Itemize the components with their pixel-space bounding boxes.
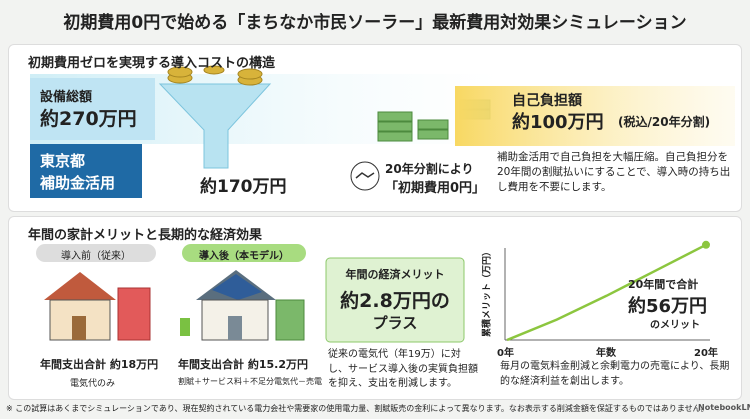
x-label: 0年 <box>497 348 514 359</box>
split-text: 「初期費用0円」 <box>385 181 486 196</box>
before-tag-bg <box>36 244 156 262</box>
chart-description: 毎月の電気料金削減と余剰電力の売電により、長期的な経済利益を創出します。 <box>500 361 730 387</box>
handshake-icon <box>350 161 380 191</box>
after-total: 年間支出合計 約15.2万円 <box>178 358 308 371</box>
self-band <box>455 86 735 146</box>
x-label: 年数 <box>596 348 616 359</box>
cost-description: 補助金活用で自己負担を大幅圧縮。自己負担分を20年間の割賦払いにすることで、導入… <box>497 151 731 194</box>
self-label: 自己負担額 <box>512 93 582 109</box>
subsidy-amount: 約170万円 <box>200 177 287 197</box>
line <box>506 243 707 342</box>
house-after <box>180 270 305 341</box>
house-before <box>44 272 151 341</box>
benefit-title: 年間の経済メリット <box>345 268 445 281</box>
y-axis-label: 累積メリット（万円） <box>482 246 493 338</box>
footer-note: ※ この試算はあくまでシミュレーションであり、現在契約されている電力会社や需要家… <box>6 404 709 413</box>
self-amount: 約100万円 <box>512 112 604 133</box>
benefit-amount: 約2.8万円の <box>340 290 450 312</box>
subsidy-label: 東京都 <box>40 152 86 170</box>
after-tag-bg <box>182 244 306 262</box>
funnel <box>158 83 272 169</box>
before-tag: 導入前（従来） <box>61 251 131 262</box>
x-label: 20年 <box>694 348 718 359</box>
merit-description: 従来の電気代（年19万）に対し、サービス導入後の実質負担額を抑え、支出を削減しま… <box>328 349 478 389</box>
self-note: (税込/20年分割) <box>618 115 711 129</box>
before-note: 電気代のみ <box>70 379 116 389</box>
after-note: 割賦＋サービス料＋不足分電気代－売電 <box>178 377 322 386</box>
annotation: 約56万円 <box>628 296 708 317</box>
annotation: 20年間で合計 <box>628 278 699 291</box>
end-point <box>702 240 710 249</box>
benefit-box <box>325 257 465 343</box>
total-amount: 約270万円 <box>40 108 137 130</box>
chart <box>504 240 710 342</box>
benefit-suffix: プラス <box>372 314 418 332</box>
title: 初期費用0円で始める「まちなか市民ソーラー」最新費用対効果シミュレーション <box>63 13 687 33</box>
after-tag: 導入後（本モデル） <box>199 251 289 262</box>
subsidy-label: 補助金活用 <box>40 174 116 192</box>
cost-heading: 初期費用ゼロを実現する導入コストの構造 <box>28 56 276 71</box>
merit-heading: 年間の家計メリットと長期的な経済効果 <box>28 228 263 243</box>
subsidy-box <box>30 144 142 198</box>
brand: NotebookLM <box>698 403 750 412</box>
annotation: のメリット <box>650 320 700 331</box>
total-label: 設備総額 <box>40 90 93 105</box>
before-total: 年間支出合計 約18万円 <box>40 358 159 371</box>
total-box <box>30 78 155 140</box>
split-text: 20年分割により <box>385 162 474 176</box>
coins <box>167 65 263 86</box>
